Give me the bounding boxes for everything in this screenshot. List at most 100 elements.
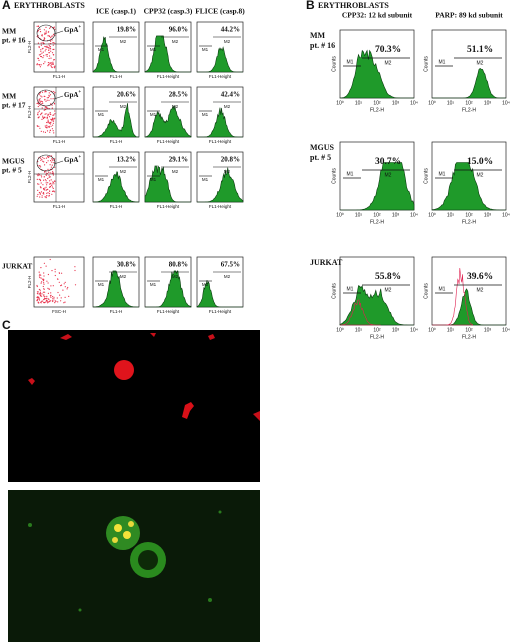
event-dot — [50, 40, 52, 42]
event-dot — [44, 296, 46, 298]
event-dot — [52, 61, 54, 63]
event-dot — [36, 284, 38, 287]
event-dot — [38, 99, 40, 101]
event-dot — [40, 49, 42, 51]
event-dot — [49, 112, 51, 114]
event-dot — [37, 57, 40, 60]
marker-label: M1 — [98, 47, 105, 52]
marker-label: M2 — [385, 287, 392, 293]
event-dot — [40, 56, 43, 58]
event-dot — [40, 302, 42, 304]
percent-label: 67.5% — [221, 261, 240, 269]
x-tick-label: 10² — [373, 100, 381, 106]
axis-label: FL2-H — [27, 171, 32, 184]
event-dot — [48, 125, 50, 127]
event-dot — [52, 114, 54, 116]
green-cell — [106, 516, 140, 550]
event-dot — [48, 193, 51, 195]
axis-label: FL1-H — [110, 74, 123, 79]
event-dot — [38, 275, 41, 277]
event-dot — [49, 27, 51, 29]
event-dot — [39, 295, 42, 297]
event-dot — [49, 182, 52, 184]
event-dot — [41, 196, 43, 198]
event-dot — [46, 117, 48, 119]
histogram — [92, 36, 139, 73]
event-dot — [53, 120, 55, 122]
percent-label: 20.6% — [117, 91, 136, 99]
event-dot — [43, 278, 45, 280]
event-dot — [53, 48, 55, 51]
x-tick-label: 10³ — [484, 212, 492, 218]
event-dot — [42, 57, 44, 59]
event-dot — [37, 298, 39, 301]
event-dot — [54, 103, 56, 105]
gate-name: GpA — [64, 26, 78, 34]
event-dot — [39, 127, 41, 129]
event-dot — [37, 42, 40, 44]
x-tick-label: 10⁴ — [502, 327, 510, 333]
gate-label: GpA+ — [64, 155, 81, 163]
event-dot — [48, 288, 50, 290]
x-tick-label: 10² — [465, 212, 473, 218]
marker-label: M1 — [202, 112, 209, 117]
apoptotic-body — [112, 537, 118, 543]
event-dot — [43, 63, 45, 65]
event-dot — [40, 95, 42, 97]
event-dot — [41, 176, 43, 178]
red-fragment — [150, 333, 156, 337]
event-dot — [44, 113, 46, 115]
event-dot — [40, 277, 42, 279]
event-dot — [47, 182, 49, 184]
event-dot — [44, 164, 46, 166]
gate-superscript: + — [78, 25, 81, 30]
percent-label: 29.1% — [169, 156, 188, 164]
event-dot — [39, 291, 42, 293]
event-dot — [51, 164, 53, 166]
panel-label: A — [2, 0, 11, 12]
event-dot — [41, 112, 43, 114]
event-dot — [50, 103, 52, 105]
event-dot — [54, 268, 56, 270]
event-dot — [37, 296, 39, 298]
event-dot — [45, 109, 47, 111]
event-dot — [44, 91, 46, 93]
event-dot — [43, 109, 45, 111]
event-dot — [42, 160, 44, 162]
event-dot — [36, 292, 39, 294]
event-dot — [49, 46, 51, 48]
event-dot — [48, 174, 50, 176]
event-dot — [39, 98, 41, 100]
event-dot — [45, 186, 47, 188]
percent-label: 96.0% — [169, 26, 188, 34]
gate — [36, 24, 56, 42]
event-dot — [42, 115, 44, 117]
x-tick-label: 10¹ — [355, 100, 363, 106]
event-dot — [36, 178, 38, 180]
event-dot — [49, 172, 51, 174]
marker-label: M1 — [98, 112, 105, 117]
event-dot — [53, 90, 55, 93]
event-dot — [37, 105, 39, 108]
event-dot — [43, 298, 45, 300]
event-dot — [43, 294, 45, 296]
event-dot — [53, 296, 55, 298]
x-tick-label: 10¹ — [447, 212, 455, 218]
panel-label: C — [2, 318, 11, 332]
event-dot — [45, 189, 47, 191]
x-tick-label: 10⁰ — [428, 212, 436, 218]
event-dot — [41, 278, 44, 280]
histogram — [93, 171, 139, 203]
event-dot — [53, 190, 55, 192]
axis-label: FL2-H — [462, 334, 476, 340]
event-dot — [38, 191, 41, 194]
histogram — [431, 162, 506, 211]
event-dot — [39, 31, 42, 33]
histogram — [197, 107, 243, 138]
event-dot — [38, 178, 40, 180]
event-dot — [38, 302, 40, 304]
event-dot — [54, 180, 56, 183]
event-dot — [48, 57, 50, 60]
event-dot — [44, 99, 46, 101]
event-dot — [54, 28, 56, 30]
